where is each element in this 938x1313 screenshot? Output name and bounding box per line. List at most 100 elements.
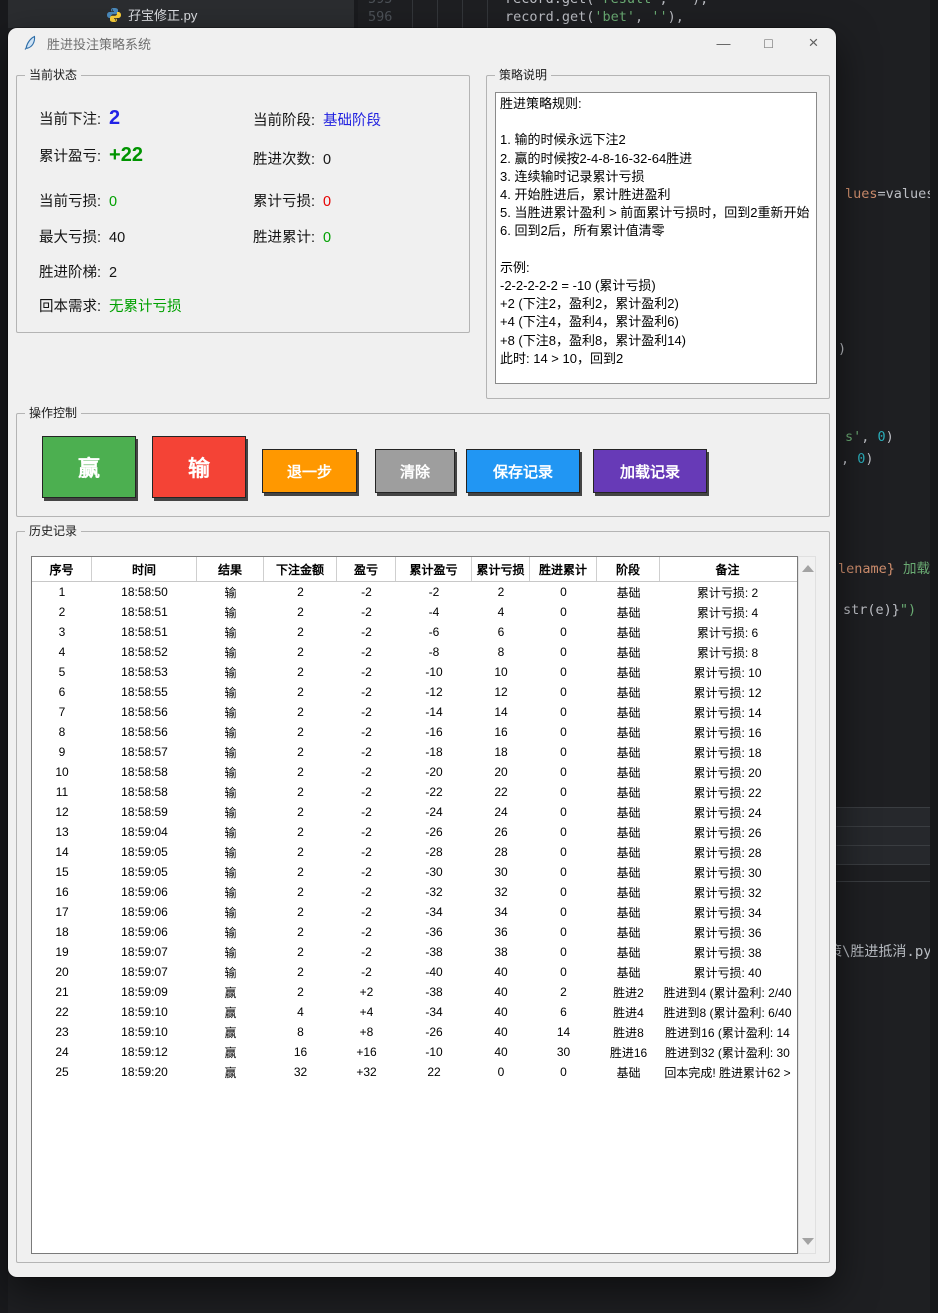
- table-cell: +2: [359, 985, 374, 999]
- table-cell: 6: [497, 625, 505, 639]
- table-cell: -24: [425, 805, 443, 819]
- win-button[interactable]: 赢: [42, 436, 136, 498]
- status-item: 当前下注: 2: [39, 107, 120, 130]
- column-header[interactable]: 时间: [92, 557, 197, 581]
- history-scrollbar[interactable]: [798, 556, 816, 1254]
- table-cell: 6: [560, 1005, 567, 1019]
- table-row[interactable]: 23 18:59:10 赢 8 +8 -26 40 14 胜进8 胜进到16 (累计盈利: 14: [32, 1022, 797, 1042]
- table-row[interactable]: 20 18:59:07 输 2 -2 -40 40 0 基础 累计亏损: 40: [32, 962, 797, 982]
- table-cell: 2: [297, 785, 304, 799]
- table-row[interactable]: 2 18:58:51 输 2 -2 -4 4 0 基础 累计亏损: 4: [32, 602, 797, 622]
- code-fragment: , 0): [841, 451, 874, 467]
- group-label: 当前状态: [25, 68, 82, 82]
- line-number: 595: [368, 0, 392, 7]
- table-cell: 输: [224, 765, 237, 780]
- column-header[interactable]: 胜进累计: [530, 557, 597, 581]
- table-cell: +16: [356, 1045, 377, 1059]
- table-cell: 13: [55, 825, 69, 839]
- table-cell: 10: [55, 765, 69, 779]
- minimize-button[interactable]: —: [716, 35, 731, 51]
- table-row[interactable]: 13 18:59:04 输 2 -2 -26 26 0 基础 累计亏损: 26: [32, 822, 797, 842]
- table-cell: 40: [494, 985, 508, 999]
- table-row[interactable]: 4 18:58:52 输 2 -2 -8 8 0 基础 累计亏损: 8: [32, 642, 797, 662]
- column-header[interactable]: 序号: [32, 557, 92, 581]
- table-cell: 0: [560, 605, 567, 619]
- column-header[interactable]: 盈亏: [337, 557, 396, 581]
- table-row[interactable]: 1 18:58:50 输 2 -2 -2 2 0 基础 累计亏损: 2: [32, 582, 797, 602]
- table-cell: -2: [361, 865, 372, 879]
- table-cell: 40: [494, 965, 508, 979]
- table-row[interactable]: 19 18:59:07 输 2 -2 -38 38 0 基础 累计亏损: 38: [32, 942, 797, 962]
- status-item: 胜进次数: 0: [253, 148, 331, 169]
- table-row[interactable]: 12 18:58:59 输 2 -2 -24 24 0 基础 累计亏损: 24: [32, 802, 797, 822]
- editor-right-column: [836, 0, 930, 1313]
- close-button[interactable]: ×: [808, 33, 819, 52]
- table-cell: 输: [224, 625, 237, 640]
- column-header[interactable]: 下注金额: [264, 557, 337, 581]
- table-row[interactable]: 8 18:58:56 输 2 -2 -16 16 0 基础 累计亏损: 16: [32, 722, 797, 742]
- table-row[interactable]: 3 18:58:51 输 2 -2 -6 6 0 基础 累计亏损: 6: [32, 622, 797, 642]
- table-row[interactable]: 6 18:58:55 输 2 -2 -12 12 0 基础 累计亏损: 12: [32, 682, 797, 702]
- table-row[interactable]: 22 18:59:10 赢 4 +4 -34 40 6 胜进4 胜进到8 (累计盈利: 6/40: [32, 1002, 797, 1022]
- table-cell: -32: [425, 885, 443, 899]
- table-cell: 输: [224, 745, 237, 760]
- column-header[interactable]: 结果: [197, 557, 264, 581]
- table-cell: 胜进2: [613, 985, 644, 1000]
- table-row[interactable]: 7 18:58:56 输 2 -2 -14 14 0 基础 累计亏损: 14: [32, 702, 797, 722]
- code-line: record.get('result', ''),: [505, 0, 708, 7]
- table-cell: 34: [494, 905, 508, 919]
- status-value: 0: [323, 194, 332, 210]
- table-cell: 0: [560, 685, 567, 699]
- maximize-button[interactable]: □: [764, 35, 773, 51]
- table-row[interactable]: 5 18:58:53 输 2 -2 -10 10 0 基础 累计亏损: 10: [32, 662, 797, 682]
- table-cell: 0: [560, 585, 567, 599]
- editor-scrollbar-strip[interactable]: [930, 0, 938, 1313]
- tool-window-rows: [836, 808, 930, 864]
- table-cell: -26: [425, 825, 443, 839]
- table-row[interactable]: 24 18:59:12 赢 16 +16 -10 40 30 胜进16 胜进到32 (累计盈利: …: [32, 1042, 797, 1062]
- table-row[interactable]: 17 18:59:06 输 2 -2 -34 34 0 基础 累计亏损: 34: [32, 902, 797, 922]
- table-row[interactable]: 9 18:58:57 输 2 -2 -18 18 0 基础 累计亏损: 18: [32, 742, 797, 762]
- table-row[interactable]: 25 18:59:20 赢 32 +32 22 0 0 基础 回本完成! 胜进累计62 >: [32, 1062, 797, 1082]
- clear-button[interactable]: 清除: [375, 449, 455, 493]
- python-icon: [107, 7, 121, 22]
- scroll-up-icon[interactable]: [802, 565, 814, 572]
- code-fragment: lename} 加载"): [838, 561, 938, 577]
- column-header[interactable]: 累计盈亏: [396, 557, 472, 581]
- table-cell: 14: [494, 705, 508, 719]
- table-cell: 18:58:58: [121, 765, 168, 779]
- title-bar[interactable]: 胜进投注策略系统 — □ ×: [8, 28, 836, 58]
- group-label: 策略说明: [495, 68, 552, 82]
- lose-button[interactable]: 输: [152, 436, 246, 498]
- table-cell: 累计亏损: 2: [696, 585, 759, 600]
- table-row[interactable]: 21 18:59:09 赢 2 +2 -38 40 2 胜进2 胜进到4 (累计盈利: 2/40: [32, 982, 797, 1002]
- column-header[interactable]: 备注: [715, 562, 740, 577]
- table-cell: 22: [55, 1005, 69, 1019]
- table-row[interactable]: 15 18:59:05 输 2 -2 -30 30 0 基础 累计亏损: 30: [32, 862, 797, 882]
- scroll-down-icon[interactable]: [802, 1238, 814, 1245]
- status-value: 无累计亏损: [109, 299, 182, 315]
- table-cell: 0: [560, 925, 567, 939]
- table-row[interactable]: 18 18:59:06 输 2 -2 -36 36 0 基础 累计亏损: 36: [32, 922, 797, 942]
- table-row[interactable]: 14 18:59:05 输 2 -2 -28 28 0 基础 累计亏损: 28: [32, 842, 797, 862]
- table-cell: 16: [55, 885, 69, 899]
- save-button[interactable]: 保存记录: [466, 449, 580, 493]
- status-value: +22: [109, 144, 143, 166]
- file-tree-item[interactable]: 孖宝修正.py: [106, 5, 197, 24]
- column-header[interactable]: 累计亏损: [472, 557, 530, 581]
- table-cell: -2: [361, 585, 372, 599]
- status-label: 当前阶段:: [253, 113, 316, 129]
- table-cell: -14: [425, 705, 443, 719]
- table-row[interactable]: 10 18:58:58 输 2 -2 -20 20 0 基础 累计亏损: 20: [32, 762, 797, 782]
- undo-button[interactable]: 退一步: [262, 449, 357, 493]
- table-cell: 36: [494, 925, 508, 939]
- table-row[interactable]: 11 18:58:58 输 2 -2 -22 22 0 基础 累计亏损: 22: [32, 782, 797, 802]
- table-cell: -2: [361, 845, 372, 859]
- table-cell: 18:58:51: [121, 605, 168, 619]
- table-cell: -2: [361, 825, 372, 839]
- load-button[interactable]: 加载记录: [593, 449, 707, 493]
- table-cell: 基础: [616, 725, 641, 740]
- column-header[interactable]: 阶段: [597, 557, 660, 581]
- table-row[interactable]: 16 18:59:06 输 2 -2 -32 32 0 基础 累计亏损: 32: [32, 882, 797, 902]
- table-cell: 24: [494, 805, 508, 819]
